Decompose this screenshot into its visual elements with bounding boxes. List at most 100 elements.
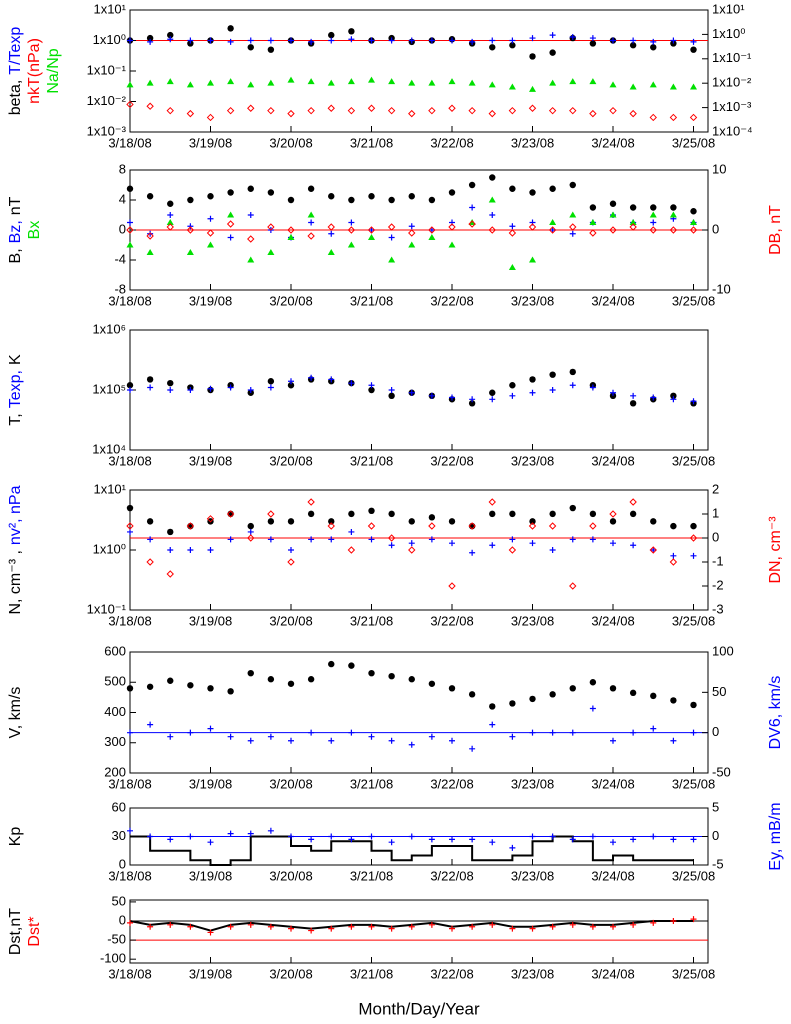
x-tick-label: 3/25/08 (672, 776, 715, 791)
y2-tick-label: 50 (712, 684, 726, 699)
data-point (468, 79, 476, 86)
data-point (387, 106, 396, 115)
data-point (307, 106, 315, 115)
x-tick-label: 3/20/08 (269, 613, 312, 628)
data-point (387, 534, 396, 542)
data-point (287, 234, 295, 240)
x-tick-label: 3/23/08 (511, 293, 554, 308)
y2-tick-label: 0 (712, 724, 719, 739)
data-point (669, 211, 677, 218)
data-point (428, 514, 436, 521)
data-point (347, 78, 355, 85)
axis-label: Kp (7, 827, 24, 847)
data-point (449, 540, 456, 547)
data-point (508, 546, 517, 554)
data-point (187, 923, 194, 930)
data-point (267, 249, 275, 255)
data-point (288, 833, 295, 840)
data-point (328, 518, 335, 525)
data-point (589, 705, 596, 712)
axis-label-part: nv², nPa (7, 485, 24, 545)
data-point (529, 925, 536, 932)
data-point (368, 76, 376, 83)
data-point (247, 44, 254, 51)
data-point (428, 106, 436, 115)
data-point (187, 196, 194, 204)
data-point (247, 37, 254, 44)
data-point (347, 226, 356, 234)
y-tick-label: 1x10⁴ (92, 441, 126, 456)
data-point (126, 504, 134, 512)
data-point (147, 38, 154, 45)
y2-tick-label: -3 (712, 601, 724, 616)
data-point (469, 38, 476, 45)
data-point (166, 570, 174, 578)
data-point (469, 549, 476, 556)
data-point (629, 498, 637, 506)
data-point (227, 234, 234, 241)
data-point (629, 204, 637, 211)
x-tick-label: 3/18/08 (108, 868, 151, 883)
data-point (428, 392, 435, 399)
data-point (509, 382, 516, 389)
data-point (348, 923, 355, 930)
y2-tick-label: -50 (712, 764, 731, 779)
data-point (287, 76, 295, 83)
data-point (408, 37, 415, 44)
data-point (187, 833, 194, 840)
data-point (247, 669, 254, 677)
data-point (288, 737, 295, 744)
data-point (126, 185, 134, 192)
y2-tick-label: 1x10⁻³ (712, 99, 752, 114)
axis-label: B, Bz, nT (7, 196, 24, 263)
y-tick-label: 300 (104, 734, 126, 749)
data-point (610, 389, 617, 396)
data-point (408, 676, 415, 683)
data-point (126, 382, 134, 389)
y2-tick-label: 0 (712, 529, 719, 544)
x-tick-label: 3/22/08 (430, 776, 473, 791)
data-point (488, 226, 496, 234)
y2-tick-label: -10 (712, 281, 731, 296)
x-tick-label: 3/18/08 (108, 966, 151, 981)
axis-label-part: Bz, (7, 220, 24, 243)
data-point (489, 37, 496, 44)
x-tick-label: 3/24/08 (591, 293, 634, 308)
data-point (147, 721, 154, 728)
data-point (629, 219, 637, 225)
data-point (589, 522, 597, 530)
data-point (509, 510, 516, 518)
data-point (247, 522, 254, 530)
data-point (367, 226, 376, 234)
y-tick-label: 600 (104, 643, 126, 658)
data-point (388, 737, 395, 744)
data-point (548, 226, 557, 234)
x-tick-label: 3/23/08 (511, 613, 554, 628)
data-point (670, 737, 677, 744)
data-point (167, 379, 174, 387)
data-point (649, 546, 657, 554)
data-point (207, 547, 214, 553)
y-tick-label: 50 (112, 893, 126, 908)
data-point (267, 733, 274, 740)
data-point (489, 44, 496, 51)
data-point (690, 836, 697, 843)
data-point (670, 918, 677, 924)
data-point (629, 510, 637, 518)
data-point (650, 725, 657, 732)
data-point (187, 387, 194, 393)
data-point (670, 204, 677, 211)
x-tick-label: 3/18/08 (108, 293, 151, 308)
data-point (348, 528, 355, 535)
data-point (669, 83, 677, 90)
data-point (327, 223, 335, 231)
data-point (126, 241, 134, 248)
data-point (247, 737, 254, 744)
data-point (528, 104, 537, 112)
data-point (207, 241, 215, 248)
data-point (127, 528, 133, 535)
data-point (468, 522, 476, 530)
y-tick-label: 500 (104, 674, 126, 689)
data-point (307, 510, 315, 518)
